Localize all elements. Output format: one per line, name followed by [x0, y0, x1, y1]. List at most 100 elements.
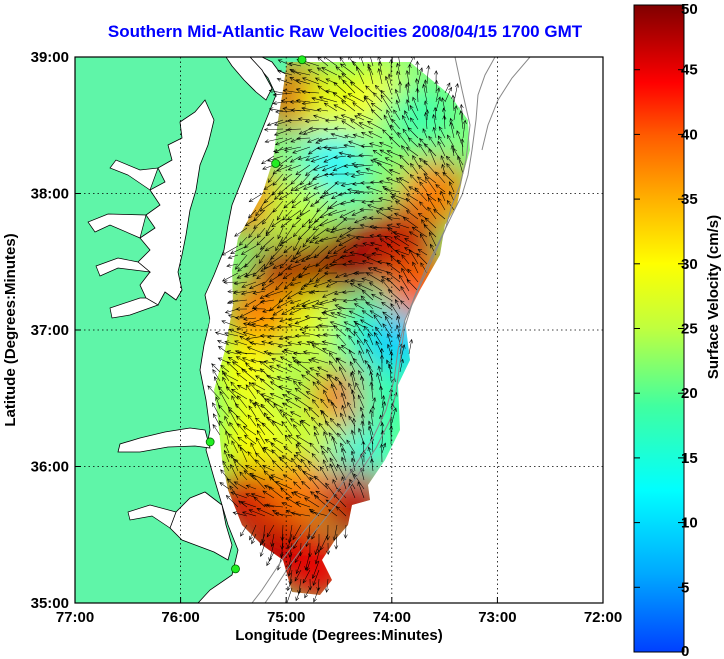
velocity-arrow	[390, 255, 401, 265]
velocity-arrow	[310, 200, 320, 207]
velocity-arrow	[235, 415, 248, 427]
velocity-arrow	[259, 533, 266, 546]
velocity-arrow	[398, 81, 403, 94]
velocity-arrow	[243, 470, 257, 481]
velocity-arrow	[343, 163, 356, 168]
velocity-arrow	[357, 481, 365, 499]
velocity-arrow	[333, 126, 347, 131]
velocity-arrow	[300, 458, 311, 472]
velocity-arrow	[311, 96, 329, 103]
velocity-arrow	[416, 176, 428, 184]
velocity-arrow	[361, 277, 374, 283]
speed-cell	[400, 159, 469, 228]
velocity-arrow	[272, 438, 284, 445]
bay-tributary	[109, 159, 159, 191]
velocity-arrow	[434, 79, 439, 94]
velocity-arrow	[334, 181, 347, 185]
velocity-arrow	[302, 236, 311, 248]
velocity-arrow	[349, 478, 356, 490]
velocity-arrow	[368, 282, 383, 292]
colorbar-tick-label: 0	[681, 643, 689, 659]
velocity-arrow	[369, 381, 374, 400]
velocity-arrow	[449, 117, 455, 130]
velocity-arrow	[251, 533, 257, 545]
velocity-arrow	[435, 96, 442, 112]
velocity-arrow	[359, 207, 374, 212]
velocity-arrow	[408, 231, 419, 238]
speed-cell	[215, 336, 284, 405]
velocity-arrow	[310, 510, 329, 517]
velocity-arrow	[381, 276, 392, 283]
colorbar-tick-label: 45	[681, 62, 698, 79]
velocity-arrow	[267, 155, 284, 162]
velocity-arrow	[372, 92, 383, 103]
velocity-arrow	[359, 453, 365, 472]
velocity-arrow	[353, 303, 365, 310]
y-tick-label: 38:00	[31, 186, 69, 203]
velocity-arrow	[336, 334, 347, 346]
velocity-arrow	[261, 340, 275, 346]
velocity-arrow	[280, 487, 293, 499]
velocity-arrow	[365, 301, 383, 310]
velocity-arrow	[311, 304, 329, 310]
velocity-arrow	[251, 474, 266, 490]
velocity-arrow	[300, 254, 320, 263]
velocity-arrow	[272, 263, 284, 269]
velocity-arrow	[283, 445, 293, 454]
velocity-arrow	[292, 468, 302, 481]
velocity-arrow	[243, 272, 257, 278]
velocity-arrow	[316, 108, 329, 112]
velocity-arrow	[398, 177, 410, 184]
velocity-arrow	[237, 436, 248, 445]
velocity-arrow	[385, 177, 401, 184]
velocity-arrow	[395, 99, 401, 112]
velocity-arrow	[352, 102, 365, 112]
velocity-arrow	[330, 191, 347, 199]
velocity-arrow	[350, 389, 356, 409]
velocity-arrow	[407, 63, 412, 76]
velocity-arrow	[293, 380, 302, 391]
velocity-arrow	[240, 245, 257, 255]
velocity-arrow	[265, 218, 275, 235]
velocity-arrow	[226, 263, 239, 268]
velocity-arrow	[302, 182, 320, 190]
velocity-arrow	[241, 368, 257, 382]
velocity-arrow	[346, 154, 365, 159]
velocity-arrow	[360, 132, 374, 139]
velocity-arrow	[409, 173, 419, 184]
velocity-arrow	[236, 395, 248, 409]
velocity-arrow	[418, 143, 428, 157]
velocity-arrow	[321, 340, 338, 346]
velocity-arrow	[269, 365, 284, 373]
velocity-arrow	[267, 486, 284, 499]
velocity-arrow	[450, 144, 455, 157]
velocity-arrow	[317, 316, 329, 321]
velocity-arrow	[301, 304, 320, 310]
velocity-arrow	[275, 109, 293, 114]
velocity-arrow	[255, 401, 266, 418]
velocity-arrow	[327, 245, 338, 255]
velocity-arrow	[303, 497, 320, 508]
velocity-arrow	[308, 578, 313, 591]
velocity-arrow	[350, 119, 365, 130]
y-tick-label: 35:00	[31, 595, 69, 612]
velocity-arrow	[311, 357, 329, 364]
velocity-arrow	[291, 457, 302, 472]
velocity-arrow	[386, 262, 401, 274]
velocity-arrow	[358, 350, 365, 364]
velocity-arrow	[368, 142, 383, 148]
velocity-arrow	[341, 476, 347, 490]
velocity-arrow	[325, 89, 338, 94]
velocity-arrow	[428, 135, 437, 148]
velocity-arrow	[264, 137, 284, 144]
colorbar-tick-label: 15	[681, 450, 698, 467]
velocity-arrow	[276, 299, 293, 309]
velocity-arrow	[404, 238, 419, 247]
velocity-arrow	[329, 463, 338, 481]
velocity-arrow	[293, 454, 302, 463]
velocity-arrow	[273, 128, 293, 136]
velocity-arrow	[238, 236, 248, 246]
velocity-arrow	[276, 375, 293, 382]
velocity-arrow	[378, 385, 383, 400]
velocity-arrow	[259, 333, 275, 338]
